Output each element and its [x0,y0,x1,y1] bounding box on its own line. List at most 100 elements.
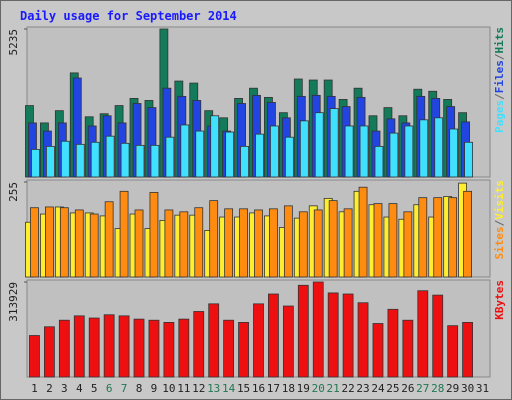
bar [208,303,220,378]
legend-entry: KBytes [493,280,506,320]
x-tick-label: 24 [371,382,385,395]
bar [224,208,234,278]
bar [238,322,249,378]
bar [432,294,444,378]
x-tick-label: 28 [431,382,444,395]
x-tick-label: 13 [207,382,220,395]
bar [59,207,69,278]
bar [374,145,384,178]
bar [255,133,264,178]
x-tick-label: 26 [401,382,414,395]
bar [135,144,145,178]
x-tick-label: 4 [76,382,83,395]
bar [283,205,293,278]
bar [164,209,174,278]
bar [297,284,309,378]
bar [225,131,235,178]
legend-separator: / [493,53,506,60]
bar [239,208,248,278]
x-tick-label: 18 [282,382,295,395]
bar [209,200,219,278]
x-tick-label: 15 [237,382,250,395]
bar [270,125,279,178]
bar [133,318,145,378]
x-tick-label: 1 [31,382,38,395]
bar [134,209,144,278]
bar [359,125,369,178]
bar [269,208,278,278]
bar [148,319,160,378]
legend-entry: Pages [493,100,506,133]
bar [343,208,353,278]
bar [314,112,324,178]
bar [282,305,294,378]
x-tick-label: 12 [192,382,205,395]
x-tick-label: 11 [177,382,190,395]
legend-entry: Hits [493,27,506,54]
chart-title: Daily usage for September 2014 [20,9,237,23]
x-tick-label: 3 [61,382,68,395]
bar [149,192,159,278]
x-tick-label: 25 [386,382,399,395]
bar [464,141,473,178]
legend-separator: / [493,219,506,226]
bar [342,293,354,378]
legend-entry: Visits [493,180,506,220]
bar [105,135,115,178]
x-tick-label: 22 [341,382,354,395]
x-tick-label: 14 [222,382,236,395]
bar [240,145,249,178]
bar [403,211,413,278]
y-tick-label: 5235 [7,29,20,56]
bar [223,319,235,378]
bar [73,315,85,378]
bar [329,108,339,178]
bar [419,119,429,178]
bar [88,317,100,378]
bar [195,130,205,178]
bar [44,326,55,378]
bar [268,293,279,378]
bar [119,190,129,278]
bar [357,302,369,378]
x-tick-label: 20 [312,382,325,395]
bar [434,117,444,178]
y-tick-label: 255 [7,182,20,202]
bar [327,292,339,378]
x-tick-label: 31 [476,382,489,395]
bar [344,125,354,178]
bar [194,207,204,278]
x-tick-label: 5 [91,382,98,395]
x-tick-label: 2 [46,382,53,395]
bar [60,140,70,178]
x-tick-label: 23 [356,382,369,395]
bar [462,322,473,378]
bar [402,319,414,378]
bar [418,197,428,278]
x-tick-label: 19 [297,382,310,395]
bar [193,311,205,378]
x-tick-label: 10 [162,382,175,395]
bar [328,200,338,278]
bar [387,308,399,378]
bar [433,197,443,278]
x-tick-label: 17 [267,382,280,395]
bar [30,207,39,278]
bar [389,132,399,178]
x-tick-label: 27 [416,382,429,395]
bar [373,203,383,278]
bar [118,315,130,378]
x-tick-label: 21 [327,382,340,395]
bar [298,211,308,278]
x-tick-label: 29 [446,382,459,395]
bar [74,209,84,278]
legend-entry: Sites [493,226,506,259]
bar [299,120,309,178]
x-tick-label: 7 [121,382,128,395]
bar [463,190,472,278]
bar [29,335,40,378]
y-tick-label: 313929 [7,282,20,322]
bar [180,124,190,178]
x-tick-label: 8 [136,382,143,395]
bar [104,201,114,278]
